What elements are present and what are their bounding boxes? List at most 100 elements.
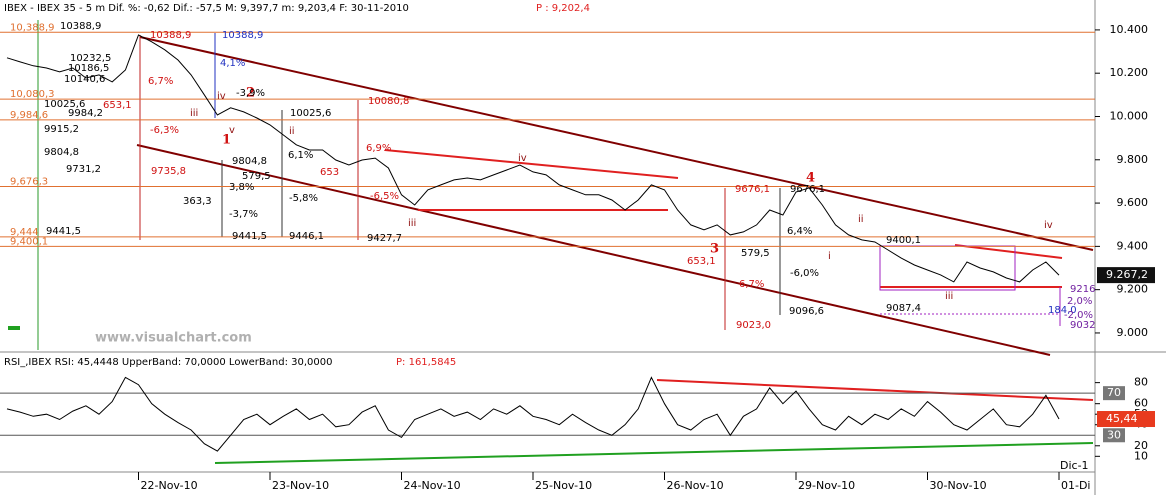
y-tick-label: 9.400 bbox=[1117, 239, 1149, 252]
annotation: 2,0% bbox=[1067, 296, 1092, 307]
annotation: 9676,1 bbox=[790, 184, 825, 195]
annotation: -2,0% bbox=[1064, 310, 1093, 321]
annotation: 9735,8 bbox=[151, 166, 186, 177]
y-tick-label: 9.600 bbox=[1117, 196, 1149, 209]
rsi-header: RSI_,IBEX RSI: 45,4448 UpperBand: 70,000… bbox=[4, 357, 332, 368]
annotation: -3,9% bbox=[236, 88, 265, 99]
indicator-icon bbox=[8, 326, 20, 330]
annotation: 9984,2 bbox=[68, 108, 103, 119]
annotation: 9441,5 bbox=[46, 226, 81, 237]
annotation: Dic-1 bbox=[1060, 459, 1089, 472]
annotation: 10025,6 bbox=[290, 108, 331, 119]
annotation: 3,8% bbox=[229, 182, 254, 193]
band-box bbox=[1103, 428, 1125, 443]
annotation: 9032 bbox=[1070, 320, 1095, 331]
annotation: 4 bbox=[806, 171, 815, 186]
annotation: 10080,8 bbox=[368, 96, 409, 107]
annotation: 9400,1 bbox=[886, 235, 921, 246]
price-header: IBEX - IBEX 35 - 5 m Dif. %: -0,62 Dif.:… bbox=[4, 3, 409, 14]
x-tick-label: 26-Nov-10 bbox=[667, 479, 724, 492]
band-box bbox=[1103, 386, 1125, 401]
annotation: 9023,0 bbox=[736, 320, 771, 331]
level-label: 10,080,3 bbox=[10, 89, 55, 100]
annotation: iii bbox=[945, 291, 953, 302]
annotation: 579,5 bbox=[242, 171, 271, 182]
annotation: 9441,5 bbox=[232, 231, 267, 242]
y-tick-label: 20 bbox=[1134, 439, 1148, 452]
annotation: -3,7% bbox=[229, 209, 258, 220]
annotation: 10232,5 bbox=[70, 53, 111, 64]
annotation: 4,1% bbox=[220, 58, 245, 69]
price-header-p: P : 9,202,4 bbox=[536, 3, 590, 14]
x-tick-label: 30-Nov-10 bbox=[930, 479, 987, 492]
annotation: iii bbox=[408, 218, 416, 229]
annotation: 2 bbox=[246, 86, 255, 101]
annotation: v bbox=[229, 125, 235, 136]
trend-line bbox=[954, 244, 1063, 259]
band-label: 70 bbox=[1107, 386, 1121, 399]
annotation: 3 bbox=[710, 242, 719, 257]
annotation: 6,9% bbox=[366, 143, 391, 154]
annotation: 9731,2 bbox=[66, 164, 101, 175]
y-tick-label: 9.200 bbox=[1117, 283, 1149, 296]
trend-channel bbox=[139, 36, 1094, 251]
y-tick-label: 10 bbox=[1134, 449, 1148, 462]
annotation: 10388,9 bbox=[60, 21, 101, 32]
level-label: 9,676,3 bbox=[10, 177, 48, 188]
level-label: 9,400,1 bbox=[10, 236, 48, 247]
y-tick-label: 9.800 bbox=[1117, 153, 1149, 166]
annotation: -6,0% bbox=[790, 268, 819, 279]
annotation: 9915,2 bbox=[44, 124, 79, 135]
annotation: 10186,5 bbox=[68, 63, 109, 74]
annotation: iv bbox=[518, 153, 527, 164]
annotation: ii bbox=[858, 214, 864, 225]
annotation: 184,0 bbox=[1048, 305, 1077, 316]
trend-channel bbox=[136, 144, 1051, 356]
annotation: -5,8% bbox=[289, 193, 318, 204]
annotation: 6,7% bbox=[148, 76, 173, 87]
annotation: 10140,6 bbox=[64, 74, 105, 85]
annotation: 9804,8 bbox=[232, 156, 267, 167]
annotation: 10025,6 bbox=[44, 99, 85, 110]
annotation: 653,1 bbox=[687, 256, 716, 267]
annotation: 10388,9 bbox=[150, 30, 191, 41]
y-tick-label: 9.000 bbox=[1117, 326, 1149, 339]
annotation: iii bbox=[190, 108, 198, 119]
current-value-label: 9.267,2 bbox=[1106, 268, 1148, 281]
rsi-trend-line bbox=[656, 379, 1094, 401]
x-tick-label: 01-Di bbox=[1061, 479, 1091, 492]
trend-line bbox=[384, 149, 679, 179]
annotation: iv bbox=[217, 91, 226, 102]
annotation: 6,7% bbox=[739, 279, 764, 290]
y-tick-label: 80 bbox=[1134, 376, 1148, 389]
annotation: 9427,7 bbox=[367, 233, 402, 244]
y-tick-label: 10.200 bbox=[1110, 66, 1149, 79]
x-tick-label: 25-Nov-10 bbox=[535, 479, 592, 492]
level-label: 9,984,6 bbox=[10, 110, 48, 121]
annotation: 653,1 bbox=[103, 100, 132, 111]
annotation: ii bbox=[289, 126, 295, 137]
x-tick-label: 29-Nov-10 bbox=[798, 479, 855, 492]
annotation: 6,1% bbox=[288, 150, 313, 161]
x-tick-label: 22-Nov-10 bbox=[141, 479, 198, 492]
annotation: 9676,1 bbox=[735, 184, 770, 195]
current-value-box bbox=[1097, 267, 1155, 284]
current-value-label: 45,44 bbox=[1106, 412, 1138, 425]
annotation: 9804,8 bbox=[44, 147, 79, 158]
band-label: 30 bbox=[1107, 428, 1121, 441]
annotation: 9216 bbox=[1070, 284, 1095, 295]
annotation: 653 bbox=[320, 167, 339, 178]
price-line bbox=[6, 376, 1060, 452]
level-label: 9,444 bbox=[10, 227, 39, 238]
annotation: 6,4% bbox=[787, 226, 812, 237]
annotation: -6,3% bbox=[150, 125, 179, 136]
annotation: 10388,9 bbox=[222, 30, 263, 41]
x-tick-label: 24-Nov-10 bbox=[404, 479, 461, 492]
y-tick-label: 10.400 bbox=[1110, 23, 1149, 36]
y-tick-label: 60 bbox=[1134, 397, 1148, 410]
annotation: 9096,6 bbox=[789, 306, 824, 317]
annotation: 1 bbox=[222, 133, 231, 148]
annotation: 9446,1 bbox=[289, 231, 324, 242]
